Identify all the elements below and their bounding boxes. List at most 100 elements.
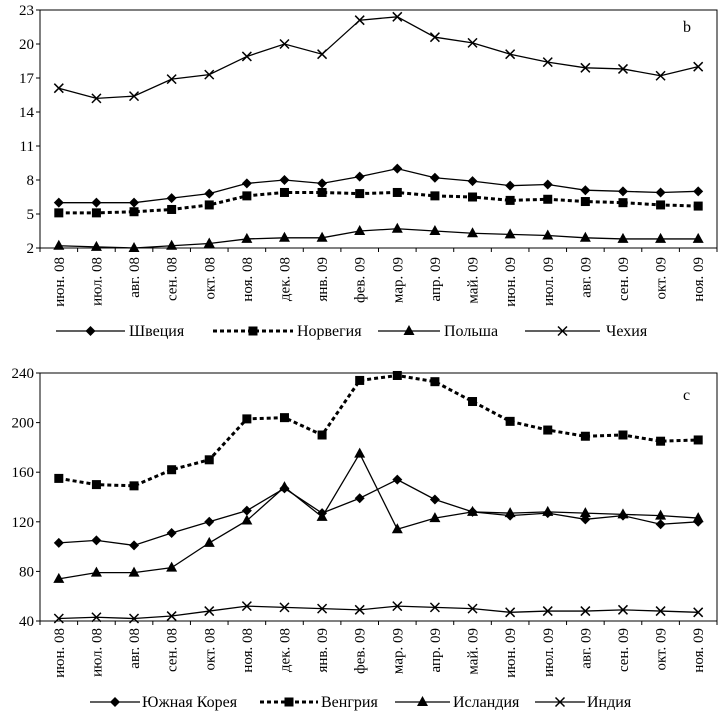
data-point xyxy=(542,505,554,516)
data-point xyxy=(429,512,441,523)
data-point xyxy=(279,38,290,50)
data-point xyxy=(392,11,403,22)
data-point xyxy=(354,15,365,26)
legend-entry: Исландия xyxy=(395,694,520,711)
legend-entry: Южная Корея xyxy=(90,694,238,711)
data-point xyxy=(693,186,704,197)
legend-label: Индия xyxy=(587,694,632,711)
data-point xyxy=(241,51,252,62)
legend-marker xyxy=(417,696,428,706)
data-point xyxy=(167,465,177,475)
series-Венгрия xyxy=(54,370,703,491)
data-point xyxy=(241,505,252,516)
series-line xyxy=(58,605,699,620)
panel-label: b xyxy=(683,19,691,36)
data-point xyxy=(166,193,177,204)
data-point xyxy=(467,37,478,48)
data-point xyxy=(53,83,64,94)
data-point xyxy=(468,192,478,202)
data-point xyxy=(429,602,440,613)
data-point xyxy=(204,200,214,210)
y-tick-label: 200 xyxy=(12,416,35,432)
data-point xyxy=(391,222,403,233)
legend-label: Исландия xyxy=(453,694,520,711)
data-point xyxy=(241,514,253,525)
data-point xyxy=(317,430,327,440)
data-point xyxy=(693,435,703,445)
data-point xyxy=(278,231,290,242)
series-Индия xyxy=(53,601,704,624)
data-point xyxy=(692,232,704,243)
legend-label: Венгрия xyxy=(321,694,378,711)
series-Исландия xyxy=(53,447,704,583)
data-point xyxy=(279,187,289,197)
data-point xyxy=(204,188,215,199)
data-point xyxy=(316,510,328,521)
x-tick-label: авг. 08 xyxy=(127,257,143,298)
y-tick-label: 120 xyxy=(12,515,35,531)
data-point xyxy=(655,519,666,530)
data-point xyxy=(279,602,290,613)
plot-frame xyxy=(39,372,718,622)
data-point xyxy=(467,227,479,238)
data-point xyxy=(542,57,553,68)
legend-marker xyxy=(284,697,294,707)
x-tick-label: ноя. 09 xyxy=(691,628,707,673)
x-tick-label: ноя. 08 xyxy=(240,257,256,302)
data-point xyxy=(354,493,365,504)
x-tick-label: авг. 09 xyxy=(578,257,594,298)
x-tick-label: янв. 09 xyxy=(315,628,331,673)
legend-label: Чехия xyxy=(606,323,648,340)
data-point xyxy=(166,74,177,85)
data-point xyxy=(203,536,215,547)
x-tick-label: апр. 09 xyxy=(428,628,444,673)
x-tick-label: сен. 09 xyxy=(616,257,632,301)
y-tick-label: 17 xyxy=(19,71,35,87)
chart-panel-b: 2 5 8 11 14 17 20 23 июн. 08 июл. 08 авг. 08 сен. 0… xyxy=(19,3,718,340)
legend-marker xyxy=(554,696,566,708)
x-tick-label: мар. 09 xyxy=(390,628,406,674)
data-point xyxy=(692,512,704,523)
x-tick-label: сен. 08 xyxy=(165,257,181,301)
data-point xyxy=(90,566,102,577)
series-Польша xyxy=(53,222,704,252)
data-point xyxy=(128,566,140,577)
legend-entry: Венгрия xyxy=(260,694,378,711)
data-point xyxy=(580,431,590,441)
data-point xyxy=(278,481,290,492)
data-point xyxy=(392,187,402,197)
chart-panel-c: 40 80 120 160 200 240 июн. 08 июл. 08 авг. 08 сен… xyxy=(12,366,718,711)
data-point xyxy=(580,62,591,73)
series-line xyxy=(58,452,699,580)
y-tick-label: 240 xyxy=(12,366,35,382)
data-point xyxy=(505,180,516,191)
data-point xyxy=(354,171,365,182)
x-tick-label: окт. 08 xyxy=(202,257,218,300)
data-point xyxy=(580,185,591,196)
x-tick-label: июл. 09 xyxy=(541,257,557,306)
legend-marker xyxy=(110,697,120,707)
legend-label: Норвегия xyxy=(297,323,362,340)
series-Южная Корея xyxy=(53,474,704,551)
legend-label: Польша xyxy=(444,323,498,340)
y-tick-label: 8 xyxy=(27,173,35,189)
data-point xyxy=(580,606,591,617)
data-point xyxy=(655,187,666,198)
data-point xyxy=(204,606,215,617)
data-point xyxy=(204,455,214,465)
data-point xyxy=(91,197,102,208)
x-tick-label: май. 09 xyxy=(466,628,482,675)
x-tick-label: июн. 09 xyxy=(503,628,519,678)
legend-entry: Норвегия xyxy=(213,323,362,340)
data-point xyxy=(542,179,553,190)
data-point xyxy=(618,198,628,208)
data-point xyxy=(617,508,629,519)
data-point xyxy=(656,436,666,446)
data-point xyxy=(241,232,253,243)
x-tick-label: июл. 08 xyxy=(89,628,105,677)
data-point xyxy=(91,93,102,104)
data-point xyxy=(579,507,591,518)
data-point xyxy=(504,228,516,239)
data-point xyxy=(618,430,628,440)
x-tick-label: окт. 09 xyxy=(654,257,670,300)
